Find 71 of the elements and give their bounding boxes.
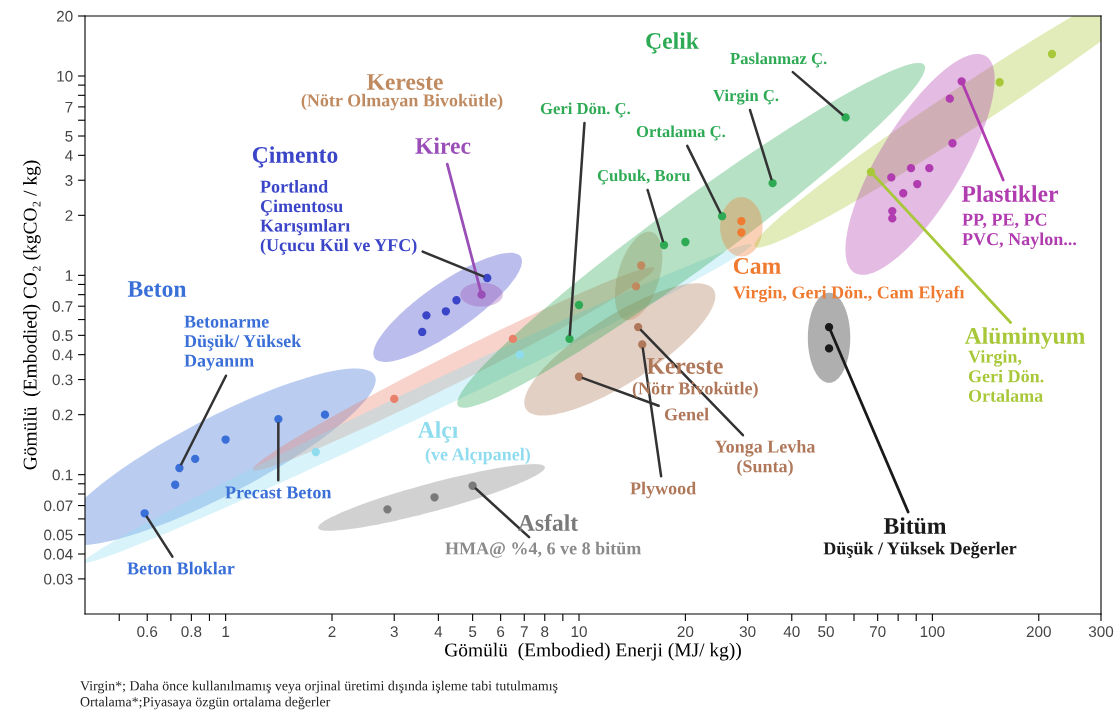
annotation: (Nötr Olmayan Bivokütle) — [301, 93, 503, 111]
y-tick-label: 20 — [56, 10, 73, 22]
annotation: Beton Bloklar — [127, 561, 235, 575]
annotation: Portland Çimentosu Karışımları (Uçucu Kül ve YFC) — [260, 180, 417, 255]
x-tick-label: 4 — [434, 626, 443, 637]
y-tick-label: 0.05 — [44, 529, 73, 541]
x-tick-label: 5 — [468, 626, 477, 638]
annotation: Betonarme Düşük/ Yüksek Dayanım — [184, 315, 302, 371]
y-tick-label: 2 — [65, 210, 73, 221]
y-tick-label: 7 — [65, 101, 73, 113]
annotation: (ve Alçıpanel) — [425, 447, 531, 465]
x-tick-label: 30 — [739, 626, 756, 638]
x-tick-label: 50 — [818, 626, 834, 638]
y-tick-label: 0.03 — [44, 573, 73, 585]
text: Çelik — [646, 32, 699, 54]
text: Alçı — [417, 421, 458, 443]
x-tick-label: 300 — [1088, 626, 1114, 638]
y-tick-label: 0.2 — [52, 409, 73, 421]
y-tick-label: 3 — [65, 175, 73, 186]
annotation: Virgin, Geri Dön., Cam Elyafı — [733, 285, 965, 303]
x-tick-label: 8 — [541, 626, 549, 638]
y-tick-label: 5 — [65, 131, 73, 142]
text: Çimento — [252, 146, 338, 168]
annotation: PP, PE, PC PVC, Naylon... — [962, 213, 1077, 249]
x-tick-label: 100 — [920, 626, 945, 638]
x-tick-label: 200 — [1026, 626, 1051, 638]
x-tick-label: 1 — [222, 626, 230, 637]
text: Virgin*; Daha önce kullanılmamış veya orjinal üretimi dışında işleme tabi tutulmamış — [80, 680, 558, 694]
text: Kereste — [366, 74, 443, 90]
annotation: Ortalama Ç. — [636, 125, 726, 141]
x-tick-label: 20 — [677, 626, 694, 638]
series-label: Plastikler — [961, 185, 1059, 202]
x-tick-label: 6 — [497, 626, 505, 638]
x-axis-title: Gömülü (Embodied) Enerji (MJ/ kg)) — [445, 642, 741, 661]
x-tick-label: 0.8 — [181, 626, 202, 638]
annotation: Çubuk, Boru — [597, 169, 691, 185]
y-tick-label: 0.5 — [52, 330, 73, 342]
annotation: Paslanmaz Ç. — [730, 52, 827, 68]
annotation: Yonga Levha (Sunta) — [714, 440, 816, 477]
y-tick-label: 0.3 — [52, 374, 73, 386]
annotation: Precast Beton — [225, 486, 332, 499]
x-tick-label: 40 — [783, 626, 800, 638]
annotation: Geri Dön. Ç. — [540, 102, 630, 118]
annotation: Düşük / Yüksek Değerler — [823, 541, 1017, 559]
annotation: Genel — [664, 407, 709, 421]
text: Asfalt — [518, 514, 579, 531]
x-tick-label: 70 — [869, 626, 886, 638]
y-axis-title: Gömülü (Embodied) CO₂ (kgCO₂ / kg) — [23, 160, 41, 470]
y-tick-label: 10 — [57, 70, 73, 82]
y-tick-label: 4 — [65, 150, 73, 161]
text: Ortalama*;Piyasaya özgün ortalama değerler — [80, 696, 331, 710]
x-tick-label: 10 — [571, 626, 587, 638]
series-label: Cam — [733, 258, 781, 274]
text: Bitüm — [883, 517, 947, 534]
x-tick-label: 2 — [328, 626, 336, 637]
x-tick-label: 7 — [520, 626, 528, 637]
text: Alüminyum — [964, 327, 1085, 349]
annotation: Virgin, Geri Dön. Ortalama — [968, 350, 1044, 402]
text: Beton — [127, 281, 187, 297]
x-tick-label: 0.6 — [137, 626, 158, 638]
y-tick-label: 0.1 — [52, 469, 73, 481]
annotation: Plywood — [630, 481, 697, 499]
y-tick-label: 0.7 — [52, 301, 73, 312]
y-tick-label: 0.07 — [44, 500, 73, 512]
annotation: Virgin Ç. — [713, 89, 779, 105]
annotation: HMA@ %4, 6 ve 8 bitüm — [445, 541, 642, 558]
text: Kirec — [415, 137, 471, 154]
y-tick-label: 0.4 — [52, 349, 73, 361]
y-tick-label: 1 — [65, 270, 73, 281]
y-tick-label: 0.04 — [44, 548, 73, 560]
x-tick-label: 3 — [390, 626, 398, 638]
